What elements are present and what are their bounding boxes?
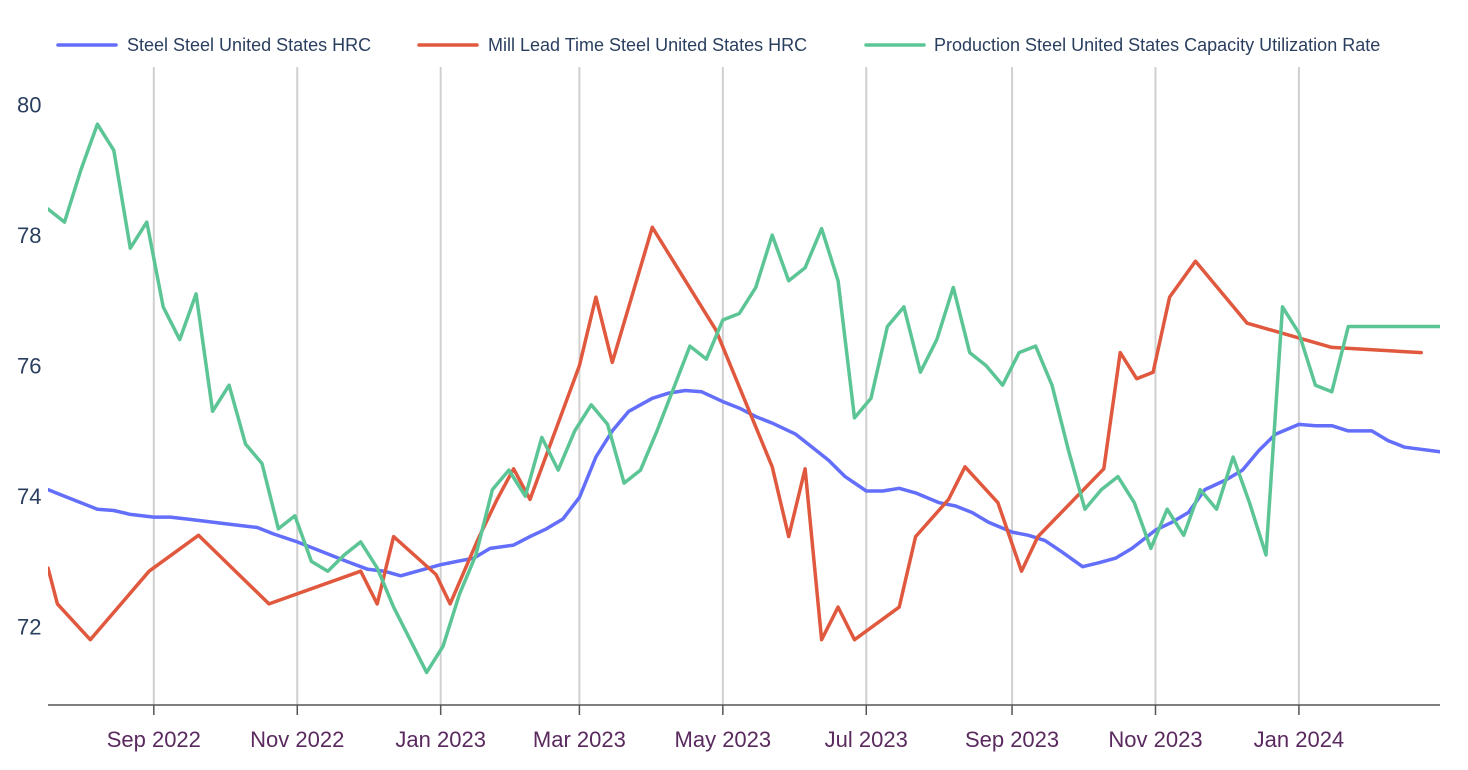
axes: Sep 2022 Nov 2022 Jan 2023 Mar 2023 May 2023… [17,93,1440,752]
legend-label-2: Production Steel United States Capacity … [934,35,1380,55]
legend-label-1: Mill Lead Time Steel United States HRC [488,35,807,55]
series-line-2 [48,122,1440,675]
y-tick-label-4: 80 [17,93,41,118]
x-tick-label-1: Nov 2022 [250,727,344,752]
gridlines [152,67,1300,705]
x-tick-label-3: Mar 2023 [533,727,626,752]
legend-item-2[interactable]: Production Steel United States Capacity … [864,35,1380,55]
legend-label-0: Steel Steel United States HRC [127,35,371,55]
legend-item-0[interactable]: Steel Steel United States HRC [56,35,371,55]
legend-item-1[interactable]: Mill Lead Time Steel United States HRC [417,35,807,55]
y-tick-label-0: 72 [17,615,41,640]
y-tick-label-1: 74 [17,484,41,509]
series-line-1 [48,225,1423,642]
x-tick-label-2: Jan 2023 [395,727,486,752]
x-tick-label-0: Sep 2022 [107,727,201,752]
series-line-0 [48,388,1440,578]
x-tick-label-5: Jul 2023 [825,727,908,752]
x-tick-label-8: Jan 2024 [1254,727,1345,752]
x-tick-label-7: Nov 2023 [1108,727,1202,752]
legend[interactable]: Steel Steel United States HRC Mill Lead T… [56,35,1380,55]
y-tick-label-3: 78 [17,223,41,248]
x-tick-label-6: Sep 2023 [965,727,1059,752]
y-tick-label-2: 76 [17,354,41,379]
series-lines [48,122,1440,675]
x-tick-label-4: May 2023 [675,727,772,752]
